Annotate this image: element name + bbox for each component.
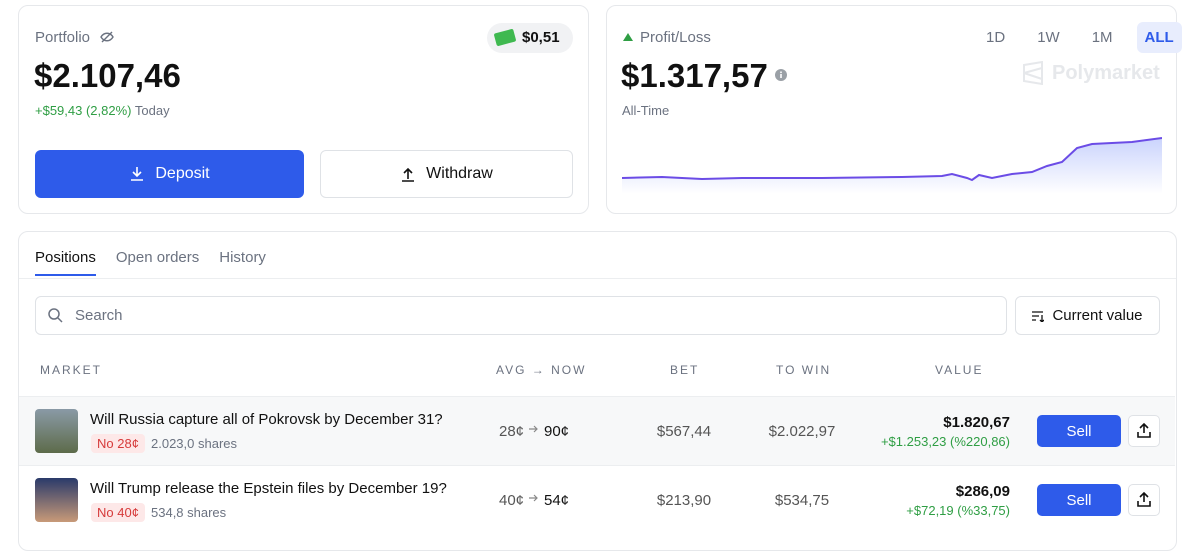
header-to-win: TO WIN (776, 363, 832, 377)
market-title[interactable]: Will Trump release the Epstein files by … (90, 480, 447, 497)
position-change: +$72,19 (%33,75) (906, 503, 1010, 518)
position-value: $1.820,67 (943, 414, 1010, 431)
positions-tab[interactable]: Open orders (115, 249, 200, 266)
search-icon (48, 308, 63, 323)
withdraw-button[interactable]: Withdraw (320, 150, 573, 198)
position-change: +$1.253,23 (%220,86) (880, 434, 1010, 449)
share-button[interactable] (1128, 484, 1160, 516)
profit-sparkline (622, 137, 1162, 194)
shares: 2.023,0 shares (151, 436, 238, 451)
positions-tab[interactable]: History (219, 249, 266, 266)
position-row[interactable]: Will Trump release the Epstein files by … (19, 465, 1175, 534)
bet: $567,44 (656, 423, 712, 440)
portfolio-change: +$59,43 (2,82%) (35, 103, 132, 118)
sort-button[interactable]: Current value (1015, 296, 1160, 335)
portfolio-change-row: +$59,43 (2,82%) Today (35, 103, 170, 118)
brand-logo (1023, 61, 1043, 85)
change-period: Today (134, 103, 170, 118)
to-win: $534,75 (774, 492, 830, 509)
header-bet: BET (670, 363, 700, 377)
market-thumbnail (35, 409, 78, 453)
position-row[interactable]: Will Russia capture all of Pokrovsk by D… (19, 396, 1175, 465)
to-win: $2.022,97 (768, 423, 836, 440)
outcome-badge: No 28¢ (91, 434, 145, 453)
share-icon (1137, 491, 1151, 507)
deposit-label: Deposit (155, 165, 210, 182)
upload-icon (402, 167, 415, 182)
deposit-button[interactable]: Deposit (35, 150, 304, 198)
profit-loss-value: $1.317,57 (621, 57, 768, 94)
header-avg-now: AVG → NOW (496, 363, 587, 377)
page: Portfolio $0,51 $2.107,46 +$59,43 (2,82%… (18, 5, 1182, 551)
avg-price: 28¢ (499, 423, 525, 440)
range-tabs: 1D 1W 1M ALL (978, 22, 1182, 53)
info-icon[interactable] (775, 69, 787, 81)
range-tab[interactable]: 1D (986, 29, 1006, 46)
position-value: $286,09 (955, 483, 1010, 500)
price-arrow (529, 423, 539, 436)
market-title[interactable]: Will Russia capture all of Pokrovsk by D… (90, 411, 443, 428)
sell-button[interactable]: Sell (1037, 484, 1121, 516)
search-placeholder: Search (75, 307, 123, 324)
header-market: MARKET (40, 363, 103, 377)
header-value[interactable]: VALUE (935, 363, 984, 377)
arrow-icon (529, 425, 538, 433)
avg-price: 40¢ (499, 492, 525, 509)
profit-loss-label: Profit/Loss (640, 29, 711, 46)
share-icon (1137, 422, 1151, 438)
sort-label: Current value (1052, 307, 1143, 324)
now-price: 90¢ (544, 423, 570, 440)
bet: $213,90 (656, 492, 712, 509)
share-button[interactable] (1128, 415, 1160, 447)
positions-tab[interactable]: Positions (35, 249, 96, 276)
portfolio-label: Portfolio (35, 29, 91, 46)
market-thumbnail (35, 478, 78, 522)
positions-tabs: Positions Open orders History (35, 249, 266, 276)
price-arrow (529, 492, 539, 505)
portfolio-value: $2.107,46 (34, 57, 181, 94)
arrow-icon (529, 494, 538, 502)
download-icon (131, 167, 144, 181)
sort-icon (1032, 310, 1045, 322)
withdraw-label: Withdraw (426, 165, 493, 182)
hide-icon[interactable] (100, 30, 114, 44)
brand-name: Polymarket (1052, 62, 1160, 84)
period-label: All-Time (622, 103, 670, 118)
now-price: 54¢ (544, 492, 570, 509)
up-triangle (623, 33, 633, 41)
range-tab[interactable]: 1M (1091, 29, 1113, 46)
tabs-divider (19, 278, 1176, 279)
cash-amount: $0,51 (522, 29, 560, 46)
range-tab[interactable]: ALL (1136, 22, 1182, 53)
sell-button[interactable]: Sell (1037, 415, 1121, 447)
range-tab[interactable]: 1W (1037, 29, 1060, 46)
shares: 534,8 shares (151, 505, 227, 520)
outcome-badge: No 40¢ (91, 503, 145, 522)
search-box[interactable] (35, 296, 1007, 335)
